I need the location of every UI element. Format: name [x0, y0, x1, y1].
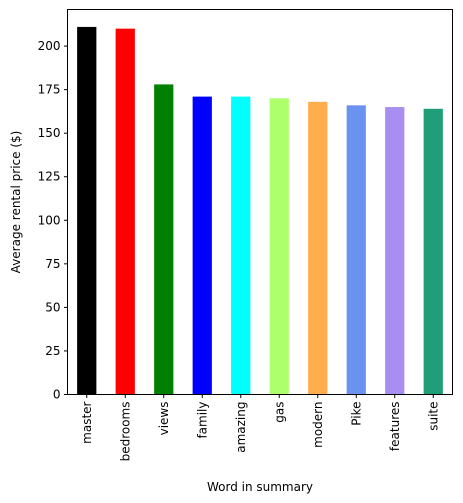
x-tick-label-Pike: Pike	[349, 402, 363, 426]
x-tick-label-views: views	[157, 402, 171, 436]
bar-features	[385, 107, 405, 395]
x-tick-label-family: family	[195, 402, 209, 439]
x-tick-label-bedrooms: bedrooms	[118, 402, 132, 462]
bar-bedrooms	[115, 28, 135, 395]
y-tick-label: 25	[45, 344, 60, 358]
y-tick-label: 200	[38, 39, 61, 53]
y-tick-label: 50	[45, 300, 60, 314]
y-tick-label: 0	[53, 388, 61, 402]
bar-gas	[269, 98, 289, 395]
x-axis-ticks: master bedrooms views family amazing gas moder…	[80, 394, 440, 462]
bar-views	[154, 84, 174, 395]
plot-frame	[67, 9, 453, 395]
x-tick-label-modern: modern	[311, 402, 325, 448]
bar-master	[77, 26, 97, 395]
y-tick-label: 125	[38, 170, 61, 184]
bar-amazing	[231, 96, 251, 395]
x-axis-label: Word in summary	[207, 480, 313, 494]
bars-group	[77, 26, 443, 395]
bar-family	[192, 96, 212, 395]
x-tick-label-master: master	[80, 401, 94, 443]
y-tick-label: 175	[38, 83, 61, 97]
x-tick-label-suite: suite	[426, 402, 440, 431]
y-axis-label: Average rental price ($)	[9, 131, 23, 274]
x-tick-label-gas: gas	[272, 402, 286, 423]
bar-suite	[423, 108, 443, 395]
bar-Pike	[346, 105, 366, 395]
y-axis-ticks: 0 25 50 75 100 125 150 175 200	[38, 39, 68, 402]
bar-modern	[308, 101, 328, 395]
x-tick-label-amazing: amazing	[234, 402, 248, 453]
y-tick-label: 75	[45, 257, 60, 271]
x-tick-label-features: features	[388, 402, 402, 452]
y-tick-label: 150	[38, 126, 61, 140]
y-tick-label: 100	[38, 213, 61, 227]
